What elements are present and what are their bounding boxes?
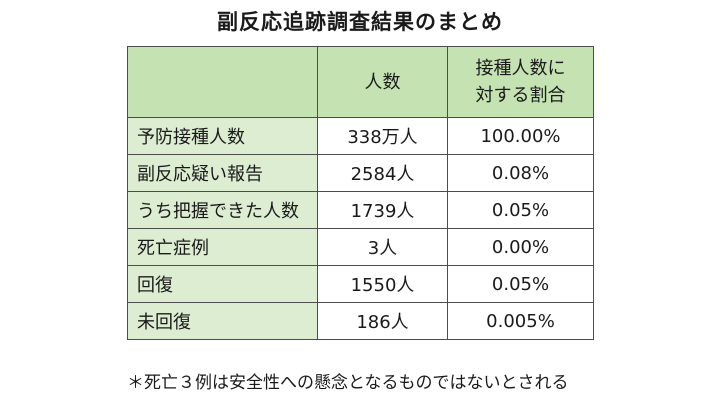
table-row: 予防接種人数 338万人 100.00%: [127, 117, 594, 155]
page-title: 副反応追跡調査結果のまとめ: [217, 10, 503, 34]
table-header-row: 人数 接種人数に 対する割合: [127, 46, 594, 118]
row-label: 予防接種人数: [127, 117, 318, 155]
row-label: うち把握できた人数: [127, 191, 318, 229]
row-label: 副反応疑い報告: [127, 154, 318, 192]
row-ratio: 0.05%: [447, 191, 594, 229]
footnote: ＊死亡３例は安全性への懸念となるものではないとされる: [127, 373, 569, 393]
table-row: 死亡症例 3人 0.00%: [127, 228, 594, 266]
row-count: 2584人: [317, 154, 448, 192]
row-ratio: 0.005%: [447, 302, 594, 340]
row-count: 1550人: [317, 265, 448, 303]
header-cell-label: [127, 46, 318, 118]
row-label: 回復: [127, 265, 318, 303]
header-ratio-line2: 対する割合: [475, 85, 566, 106]
table-row: 未回復 186人 0.005%: [127, 302, 594, 340]
row-ratio: 0.05%: [447, 265, 594, 303]
summary-table: 人数 接種人数に 対する割合 予防接種人数 338万人 100.00% 副反応疑…: [127, 46, 594, 340]
table-row: 副反応疑い報告 2584人 0.08%: [127, 154, 594, 192]
header-cell-count: 人数: [317, 46, 448, 118]
row-label: 未回復: [127, 302, 318, 340]
row-count: 1739人: [317, 191, 448, 229]
table-row: うち把握できた人数 1739人 0.05%: [127, 191, 594, 229]
row-ratio: 0.08%: [447, 154, 594, 192]
header-cell-ratio: 接種人数に 対する割合: [447, 46, 594, 118]
table-row: 回復 1550人 0.05%: [127, 265, 594, 303]
row-ratio: 100.00%: [447, 117, 594, 155]
row-count: 3人: [317, 228, 448, 266]
row-count: 338万人: [317, 117, 448, 155]
row-ratio: 0.00%: [447, 228, 594, 266]
row-count: 186人: [317, 302, 448, 340]
row-label: 死亡症例: [127, 228, 318, 266]
header-ratio-line1: 接種人数に: [475, 58, 566, 79]
